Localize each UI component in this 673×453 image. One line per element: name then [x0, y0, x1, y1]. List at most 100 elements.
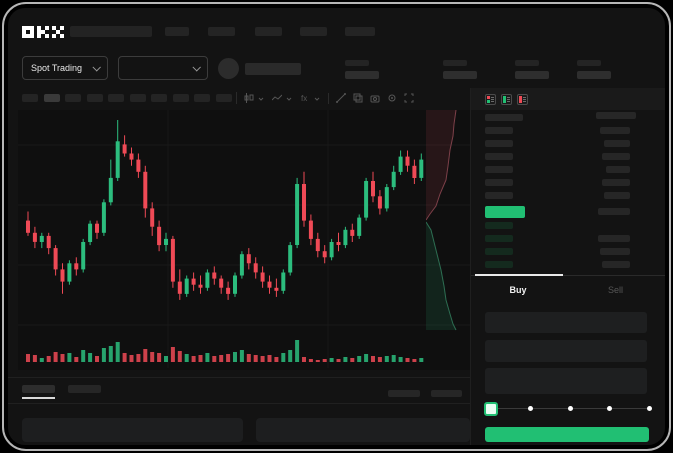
timeframe-button[interactable] — [129, 94, 146, 102]
bid-row-price — [485, 248, 513, 255]
skeleton-nav-item[interactable] — [255, 27, 282, 36]
slider-stop-dot[interactable] — [646, 406, 652, 411]
logo-letter — [37, 26, 49, 38]
bid-row-price — [485, 235, 513, 242]
bid-row-price — [485, 261, 513, 268]
ask-row-amount — [602, 179, 630, 186]
last-price-bar — [485, 206, 525, 218]
skeleton-nav-item[interactable] — [165, 27, 189, 36]
timeframe-button[interactable] — [86, 94, 103, 102]
slider-stop-dot[interactable] — [567, 406, 573, 411]
logo-letter — [52, 26, 64, 38]
book-sells-icon[interactable] — [517, 94, 528, 105]
ask-row-amount — [606, 166, 630, 173]
depth-chart — [426, 110, 457, 331]
divider — [8, 377, 470, 378]
divider — [328, 93, 329, 104]
tab-sell[interactable]: Sell — [607, 285, 623, 295]
skeleton-stat-value — [515, 71, 549, 79]
active-tab-underline — [22, 397, 55, 399]
timeframe-button[interactable] — [65, 94, 81, 102]
order-input[interactable] — [485, 368, 647, 394]
divider — [236, 92, 237, 104]
settings-icon[interactable] — [387, 93, 399, 105]
skeleton-stat-value — [443, 71, 477, 79]
chevron-down-icon — [92, 63, 101, 72]
candlestick-type-icon[interactable] — [244, 93, 256, 105]
okx-logo[interactable] — [22, 26, 64, 38]
slider-stop-dot[interactable] — [528, 406, 533, 411]
skeleton-stat-value — [577, 71, 611, 79]
ask-row-price — [485, 127, 513, 134]
ask-row-price — [485, 140, 513, 147]
bid-row-amount — [602, 261, 630, 268]
chart-canvas — [18, 110, 470, 368]
fullscreen-icon[interactable] — [404, 93, 416, 105]
chevron-down-icon — [286, 96, 292, 102]
pair-avatar[interactable] — [218, 58, 239, 79]
orders-filter[interactable] — [388, 390, 420, 397]
orders-tab[interactable] — [68, 385, 101, 393]
compare-icon[interactable] — [353, 93, 365, 105]
skeleton-stat-label — [515, 60, 539, 66]
logo-letter — [22, 26, 34, 38]
order-input[interactable] — [485, 340, 647, 362]
skeleton-nav-item[interactable] — [208, 27, 235, 36]
chevron-down-icon — [258, 96, 264, 102]
skeleton-stat-label — [443, 60, 467, 66]
candlestick-chart[interactable] — [18, 110, 470, 370]
timeframe-button[interactable] — [108, 94, 124, 102]
orderbook-header-price — [485, 114, 523, 121]
chart-style-icon[interactable] — [272, 93, 284, 105]
orders-tab-active[interactable] — [22, 385, 55, 393]
timeframe-button[interactable] — [43, 94, 60, 102]
skeleton-search-bar[interactable] — [70, 26, 152, 37]
bid-row-amount — [600, 248, 630, 255]
bid-row-amount — [598, 235, 630, 242]
timeframe-button[interactable] — [215, 94, 232, 102]
svg-text:fx: fx — [301, 94, 307, 103]
skeleton-stat-value — [345, 71, 379, 79]
book-combined-icon[interactable] — [485, 94, 496, 105]
ask-row-price — [485, 166, 513, 173]
book-buys-icon[interactable] — [501, 94, 512, 105]
spot-trading-label: Spot Trading — [31, 63, 83, 73]
slider-stop-dot[interactable] — [607, 406, 612, 411]
ask-row-amount — [604, 192, 630, 199]
ask-row-price — [485, 179, 513, 186]
ask-row-amount — [602, 153, 630, 160]
buy-submit-button[interactable] — [485, 427, 649, 442]
market-pair-dropdown[interactable] — [118, 56, 208, 80]
timeframe-button[interactable] — [22, 94, 38, 102]
chevron-down-icon — [314, 96, 320, 102]
skeleton-order-row — [256, 418, 470, 442]
indicators-icon[interactable]: fx — [300, 93, 312, 105]
trading-app-window: Spot Trading — [8, 8, 665, 445]
ask-row-price — [485, 192, 513, 199]
spot-trading-selector[interactable]: Spot Trading — [22, 56, 108, 80]
timeframe-button[interactable] — [194, 94, 210, 102]
snapshot-icon[interactable] — [370, 93, 382, 105]
skeleton-pair-name — [245, 63, 301, 75]
divider — [8, 403, 470, 404]
timeframe-button[interactable] — [151, 94, 167, 102]
skeleton-stat-label — [577, 60, 601, 66]
ask-row-amount — [600, 127, 630, 134]
chevron-down-icon — [192, 63, 201, 72]
skeleton-nav-item[interactable] — [345, 27, 375, 36]
skeleton-nav-item[interactable] — [300, 27, 327, 36]
skeleton-order-row — [22, 418, 243, 442]
tab-buy[interactable]: Buy — [509, 285, 527, 295]
orders-filter[interactable] — [431, 390, 462, 397]
ask-row-amount — [604, 140, 630, 147]
slider-handle[interactable] — [484, 402, 498, 416]
ask-row-price — [485, 153, 513, 160]
bid-row-price — [485, 222, 513, 229]
last-price-amount — [598, 208, 630, 215]
trend-line-icon[interactable] — [336, 93, 348, 105]
timeframe-button[interactable] — [172, 94, 189, 102]
skeleton-stat-label — [345, 60, 369, 66]
order-input[interactable] — [485, 312, 647, 333]
divider — [471, 275, 665, 276]
